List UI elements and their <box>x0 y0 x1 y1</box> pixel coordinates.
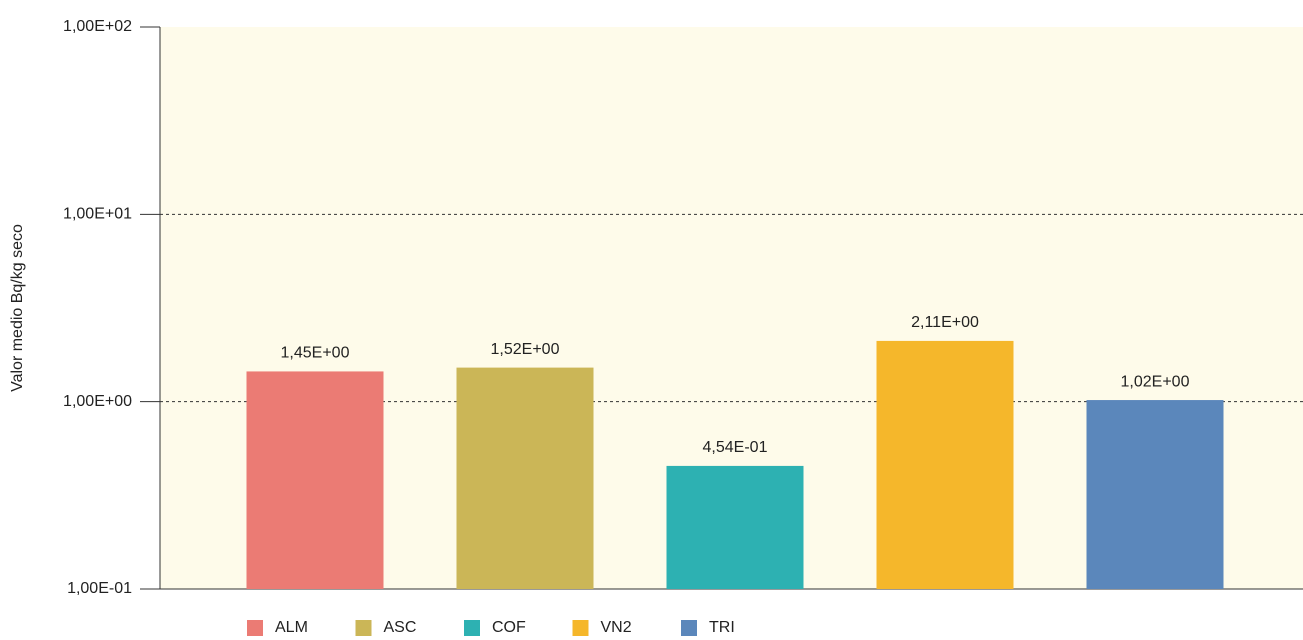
y-tick-label: 1,00E+01 <box>63 206 132 223</box>
bar <box>246 371 384 589</box>
value-label: 1,52E+00 <box>491 341 560 358</box>
legend-label: TRI <box>709 619 735 636</box>
legend-label: COF <box>492 619 526 636</box>
legend-swatch <box>572 620 589 636</box>
bar <box>456 367 594 589</box>
value-label: 2,11E+00 <box>911 314 979 331</box>
legend-label: ASC <box>384 619 417 636</box>
bar <box>666 465 804 589</box>
legend-swatch <box>247 620 263 636</box>
bar <box>1086 400 1224 589</box>
bar <box>876 340 1014 589</box>
y-tick-label: 1,00E+00 <box>63 393 132 410</box>
legend-swatch <box>464 620 480 636</box>
value-label: 4,54E-01 <box>703 439 768 456</box>
y-axis-label: Valor medio Bq/kg seco <box>9 224 26 392</box>
legend-swatch <box>355 620 372 636</box>
y-tick-label: 1,00E+02 <box>63 18 132 35</box>
value-label: 1,45E+00 <box>281 345 350 362</box>
legend-swatch <box>681 620 697 636</box>
value-label: 1,02E+00 <box>1121 373 1190 390</box>
y-tick-label: 1,00E-01 <box>67 580 132 597</box>
legend-label: VN2 <box>601 619 632 636</box>
legend-label: ALM <box>275 619 308 636</box>
